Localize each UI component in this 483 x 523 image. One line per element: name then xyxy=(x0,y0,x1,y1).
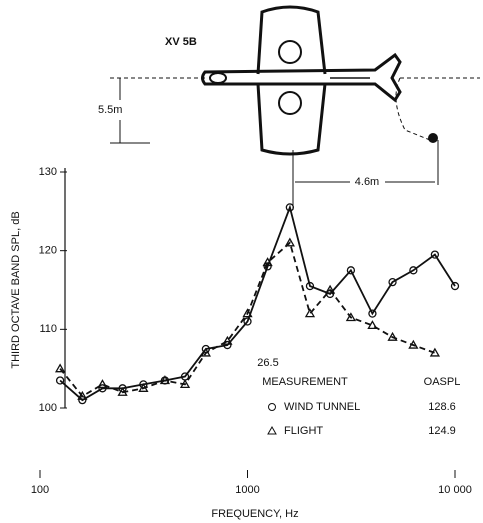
data-point xyxy=(346,266,356,275)
data-point xyxy=(222,335,233,345)
data-point xyxy=(77,390,88,400)
annotation: 26.5 xyxy=(257,357,278,369)
y-axis-label: THIRD OCTAVE BAND SPL, dB xyxy=(10,211,22,368)
data-point xyxy=(159,375,171,385)
x-tick-label: 10 000 xyxy=(438,484,472,496)
x-tick-label: 1000 xyxy=(235,484,259,496)
data-point xyxy=(388,277,397,287)
legend-value: 124.9 xyxy=(428,425,456,437)
data-point xyxy=(305,281,315,291)
data-point xyxy=(242,308,253,318)
microphone xyxy=(428,133,438,143)
data-point xyxy=(55,376,65,385)
aircraft-label: XV 5B xyxy=(165,36,197,48)
y-tick-label: 110 xyxy=(39,323,57,335)
data-point xyxy=(409,266,418,275)
series-line xyxy=(59,241,436,398)
data-point xyxy=(223,340,232,350)
data-point xyxy=(200,347,211,357)
legend-value: 128.6 xyxy=(428,401,456,413)
data-point xyxy=(450,281,460,291)
y-tick-label: 100 xyxy=(39,402,57,414)
data-point xyxy=(97,379,108,389)
x-tick-label: 100 xyxy=(31,484,49,496)
data-point xyxy=(387,331,398,341)
data-point xyxy=(284,237,295,247)
distance-label: 4.6m xyxy=(355,176,379,188)
aircraft-diagram xyxy=(201,5,402,156)
data-point xyxy=(285,203,295,212)
legend-marker xyxy=(268,403,276,411)
data-point xyxy=(179,379,191,389)
y-tick-label: 120 xyxy=(39,245,57,257)
y-tick-label: 130 xyxy=(39,166,57,178)
data-point xyxy=(98,384,107,393)
height-label: 5.5m xyxy=(98,104,122,116)
data-point xyxy=(243,317,252,326)
data-point xyxy=(367,320,378,330)
data-point xyxy=(324,284,336,294)
data-point xyxy=(429,347,441,357)
legend-label: FLIGHT xyxy=(284,425,323,437)
legend-header: MEASUREMENT xyxy=(262,376,348,388)
data-point xyxy=(138,383,149,392)
x-axis-label: FREQUENCY, Hz xyxy=(211,508,298,520)
data-point xyxy=(54,363,66,373)
legend-header: OASPL xyxy=(424,376,461,388)
series-line xyxy=(59,204,456,402)
data-point xyxy=(430,250,440,259)
data-point xyxy=(345,312,357,322)
data-point xyxy=(262,257,273,267)
legend-marker xyxy=(267,425,277,435)
data-point xyxy=(117,386,128,396)
dimension-lines xyxy=(110,77,480,210)
data-point xyxy=(408,339,419,349)
data-point xyxy=(368,309,377,318)
legend-label: WIND TUNNEL xyxy=(284,401,360,413)
data-point xyxy=(304,308,316,318)
